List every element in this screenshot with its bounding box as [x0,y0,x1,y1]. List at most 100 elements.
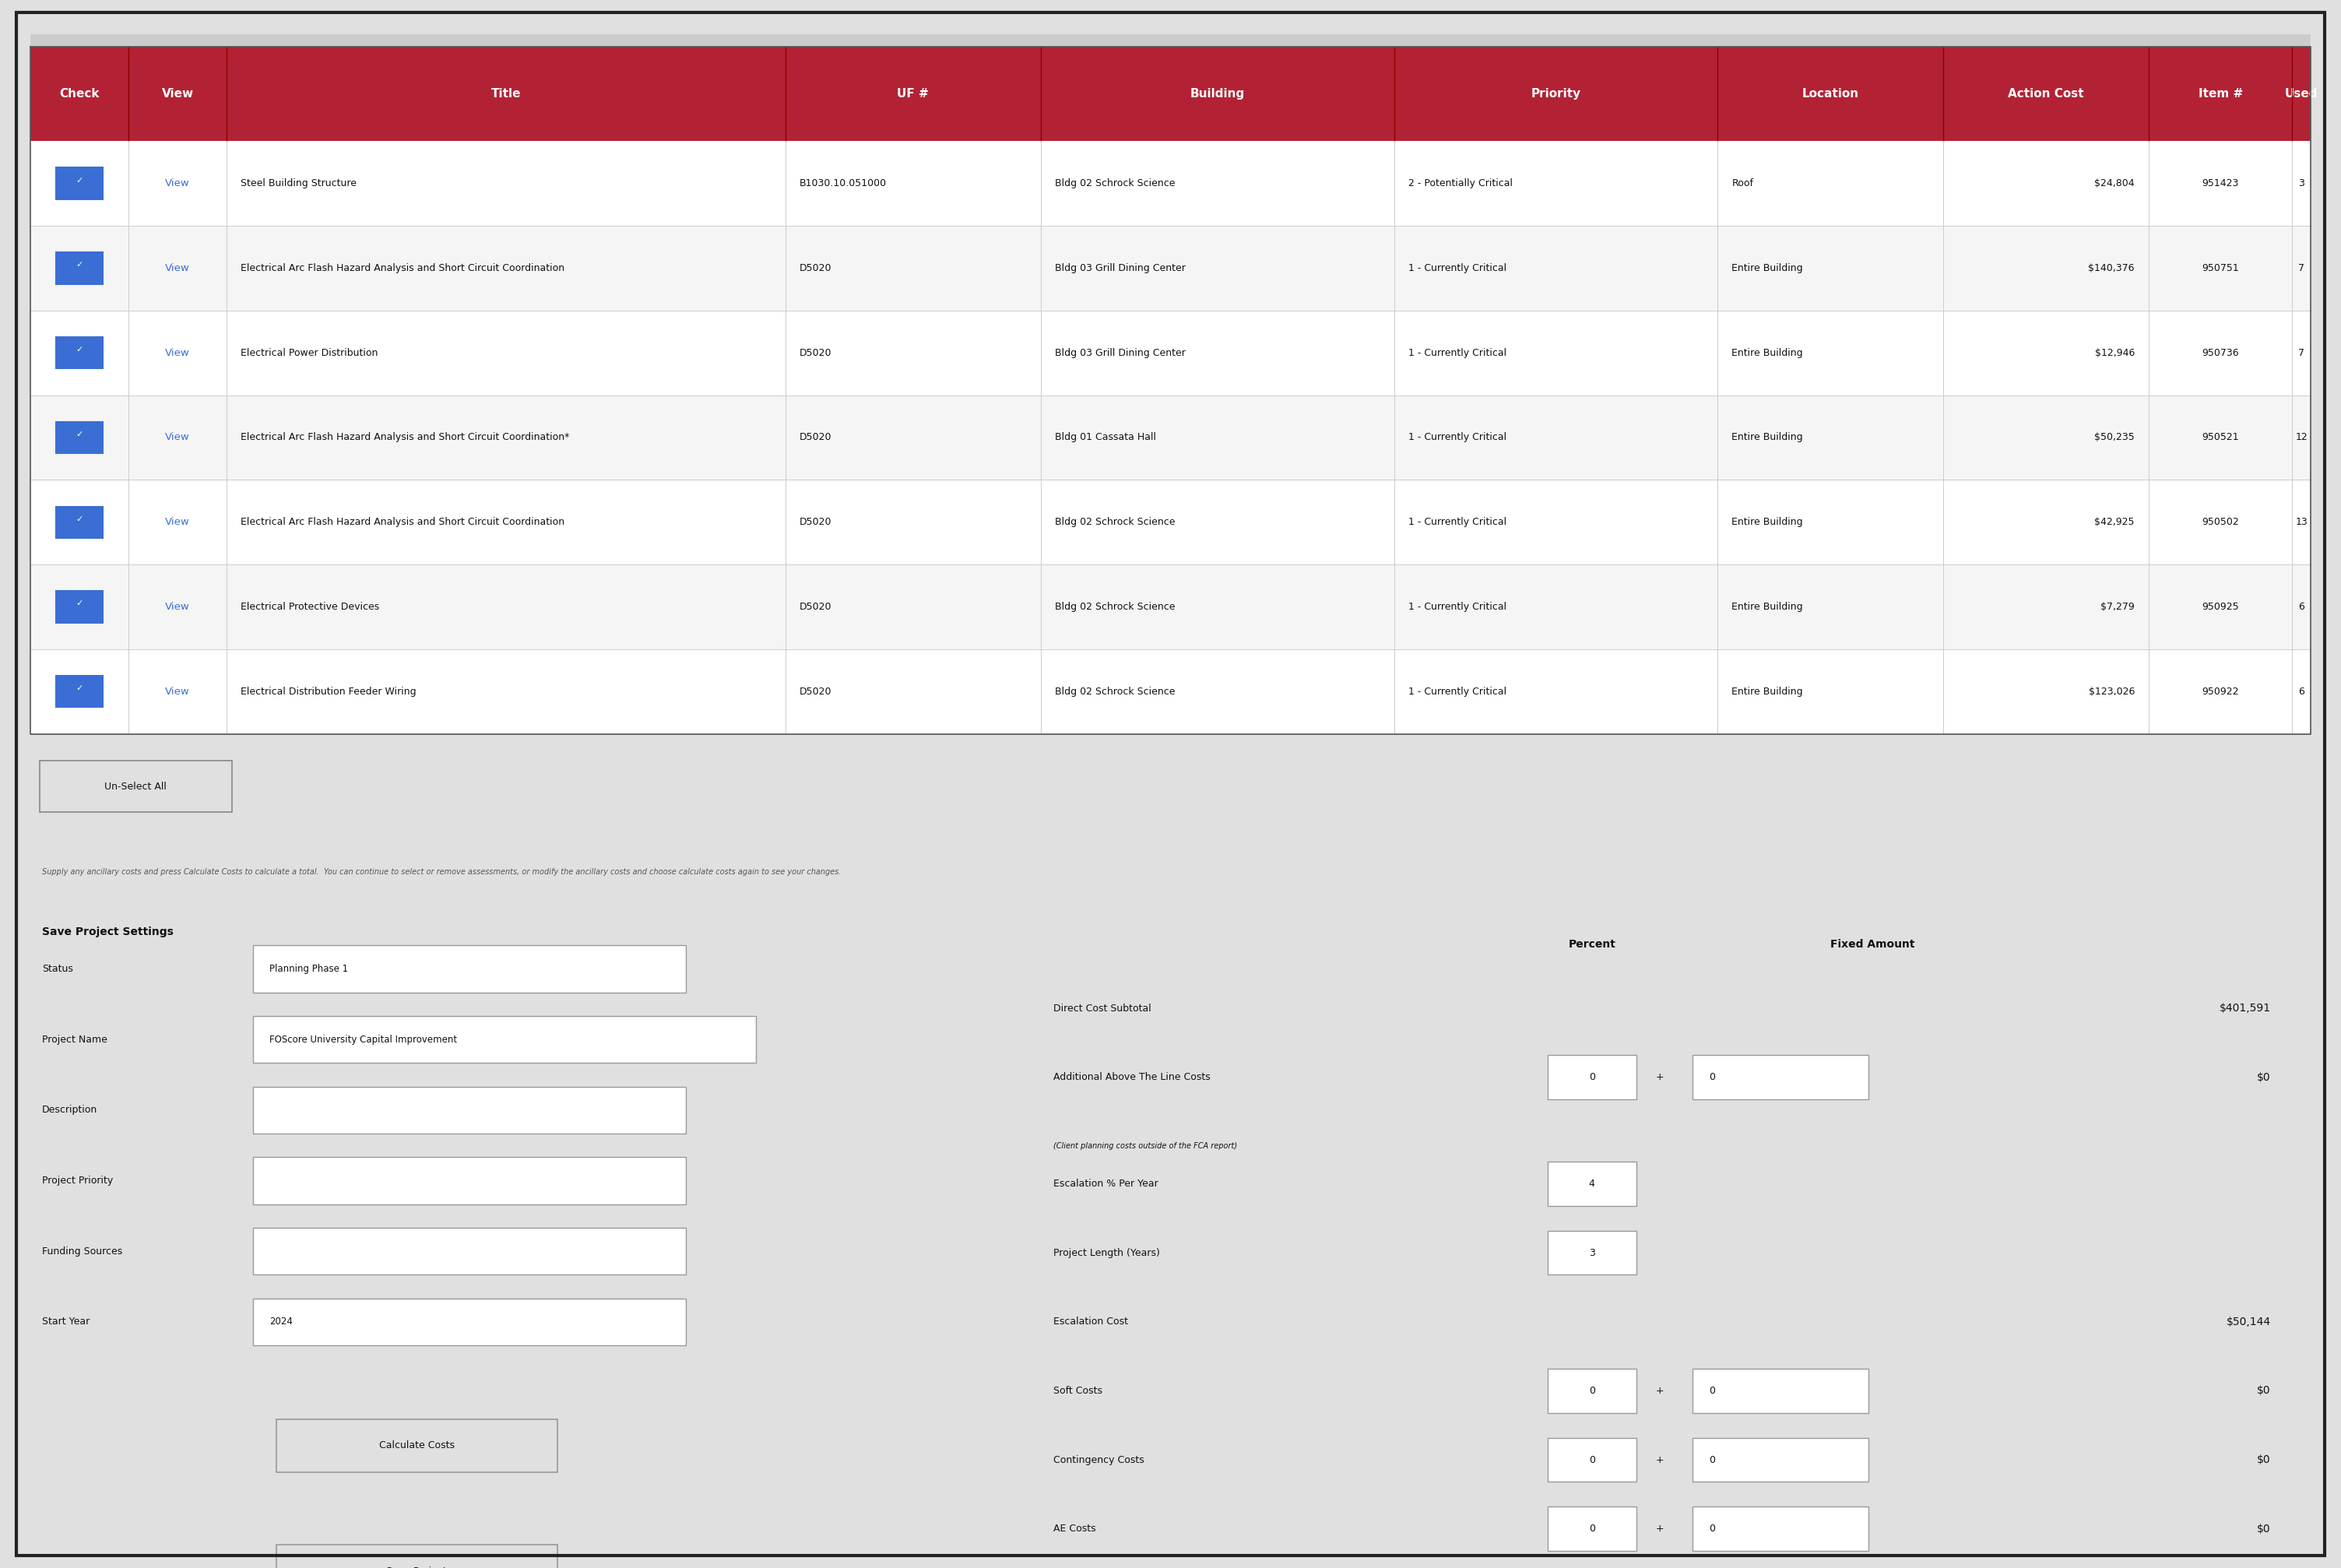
Text: $0: $0 [2257,1386,2271,1396]
Text: Save Project: Save Project [386,1566,447,1568]
Text: Planning Phase 1: Planning Phase 1 [269,964,349,974]
Text: FOScore University Capital Improvement: FOScore University Capital Improvement [269,1035,456,1044]
Text: Item #: Item # [2198,88,2243,100]
FancyBboxPatch shape [56,506,103,538]
Text: 0: 0 [1709,1524,1716,1534]
Text: Electrical Arc Flash Hazard Analysis and Short Circuit Coordination: Electrical Arc Flash Hazard Analysis and… [241,517,564,527]
Text: 0: 0 [1709,1455,1716,1465]
Text: View: View [166,687,190,696]
FancyBboxPatch shape [1547,1507,1636,1551]
Text: AE Costs: AE Costs [1053,1524,1096,1534]
Text: 4: 4 [1590,1179,1594,1189]
Text: 950502: 950502 [2203,517,2238,527]
Text: Priority: Priority [1531,88,1580,100]
Text: +: + [1655,1073,1664,1082]
Text: ✓: ✓ [75,262,82,268]
Text: ✓: ✓ [75,601,82,607]
Text: Supply any ancillary costs and press Calculate Costs to calculate a total.  You : Supply any ancillary costs and press Cal… [42,869,840,875]
Text: 1 - Currently Critical: 1 - Currently Critical [1407,348,1505,358]
Text: (Client planning costs outside of the FCA report): (Client planning costs outside of the FC… [1053,1143,1238,1149]
FancyBboxPatch shape [30,310,2311,395]
Text: 0: 0 [1709,1073,1716,1082]
Text: Roof: Roof [1732,179,1753,188]
Text: Funding Sources: Funding Sources [42,1247,122,1256]
Text: Bldg 02 Schrock Science: Bldg 02 Schrock Science [1053,602,1175,612]
Text: 3: 3 [2299,179,2304,188]
FancyBboxPatch shape [1547,1162,1636,1206]
Text: 950521: 950521 [2203,433,2238,442]
FancyBboxPatch shape [1693,1369,1868,1413]
Text: 2024: 2024 [269,1317,293,1327]
Text: $24,804: $24,804 [2095,179,2135,188]
Text: 950751: 950751 [2203,263,2238,273]
FancyBboxPatch shape [1547,1055,1636,1099]
Text: Escalation Cost: Escalation Cost [1053,1317,1128,1327]
Text: Entire Building: Entire Building [1732,687,1803,696]
FancyBboxPatch shape [30,649,2311,734]
Text: Used: Used [2285,88,2318,100]
Text: 1 - Currently Critical: 1 - Currently Critical [1407,602,1505,612]
Text: 6: 6 [2299,687,2304,696]
Text: Electrical Distribution Feeder Wiring: Electrical Distribution Feeder Wiring [241,687,417,696]
Text: Steel Building Structure: Steel Building Structure [241,179,356,188]
Text: Electrical Protective Devices: Electrical Protective Devices [241,602,379,612]
Text: Check: Check [59,88,101,100]
Text: 950922: 950922 [2203,687,2238,696]
FancyBboxPatch shape [40,760,232,812]
FancyBboxPatch shape [253,946,686,993]
Text: 0: 0 [1590,1455,1594,1465]
Text: 0: 0 [1709,1386,1716,1396]
Text: 0: 0 [1590,1073,1594,1082]
Text: D5020: D5020 [798,687,831,696]
Text: $0: $0 [2257,1073,2271,1082]
Text: Electrical Arc Flash Hazard Analysis and Short Circuit Coordination*: Electrical Arc Flash Hazard Analysis and… [241,433,569,442]
Text: 1 - Currently Critical: 1 - Currently Critical [1407,517,1505,527]
Text: Entire Building: Entire Building [1732,602,1803,612]
Text: +: + [1655,1524,1664,1534]
Text: Title: Title [492,88,520,100]
Text: Location: Location [1803,88,1859,100]
Text: View: View [162,88,194,100]
Text: $12,946: $12,946 [2095,348,2135,358]
Text: Direct Cost Subtotal: Direct Cost Subtotal [1053,1004,1152,1013]
Text: $140,376: $140,376 [2088,263,2135,273]
FancyBboxPatch shape [30,480,2311,564]
Text: +: + [1655,1455,1664,1465]
FancyBboxPatch shape [30,34,2311,47]
FancyBboxPatch shape [56,168,103,199]
Text: ✓: ✓ [75,516,82,522]
Text: $42,925: $42,925 [2095,517,2135,527]
Text: 6: 6 [2299,602,2304,612]
Text: D5020: D5020 [798,348,831,358]
Text: Entire Building: Entire Building [1732,263,1803,273]
FancyBboxPatch shape [56,422,103,453]
Text: D5020: D5020 [798,433,831,442]
FancyBboxPatch shape [1693,1055,1868,1099]
Text: Entire Building: Entire Building [1732,433,1803,442]
Text: 1 - Currently Critical: 1 - Currently Critical [1407,263,1505,273]
Text: Description: Description [42,1105,98,1115]
Text: 950736: 950736 [2203,348,2238,358]
Text: View: View [166,517,190,527]
Text: Entire Building: Entire Building [1732,348,1803,358]
FancyBboxPatch shape [1547,1369,1636,1413]
FancyBboxPatch shape [253,1157,686,1204]
FancyBboxPatch shape [1693,1438,1868,1482]
Text: $123,026: $123,026 [2088,687,2135,696]
Text: Save Project Settings: Save Project Settings [42,927,173,938]
Text: ✓: ✓ [75,685,82,691]
Text: Soft Costs: Soft Costs [1053,1386,1103,1396]
Text: Bldg 02 Schrock Science: Bldg 02 Schrock Science [1053,517,1175,527]
Text: Status: Status [42,964,73,974]
Text: Additional Above The Line Costs: Additional Above The Line Costs [1053,1073,1210,1082]
FancyBboxPatch shape [276,1544,557,1568]
Text: ✓: ✓ [75,177,82,183]
Text: ✓: ✓ [75,431,82,437]
Text: $401,591: $401,591 [2219,1004,2271,1013]
Text: View: View [166,602,190,612]
FancyBboxPatch shape [30,226,2311,310]
FancyBboxPatch shape [253,1298,686,1345]
Text: Fixed Amount: Fixed Amount [1831,939,1915,950]
Text: ✓: ✓ [75,347,82,353]
FancyBboxPatch shape [1547,1438,1636,1482]
